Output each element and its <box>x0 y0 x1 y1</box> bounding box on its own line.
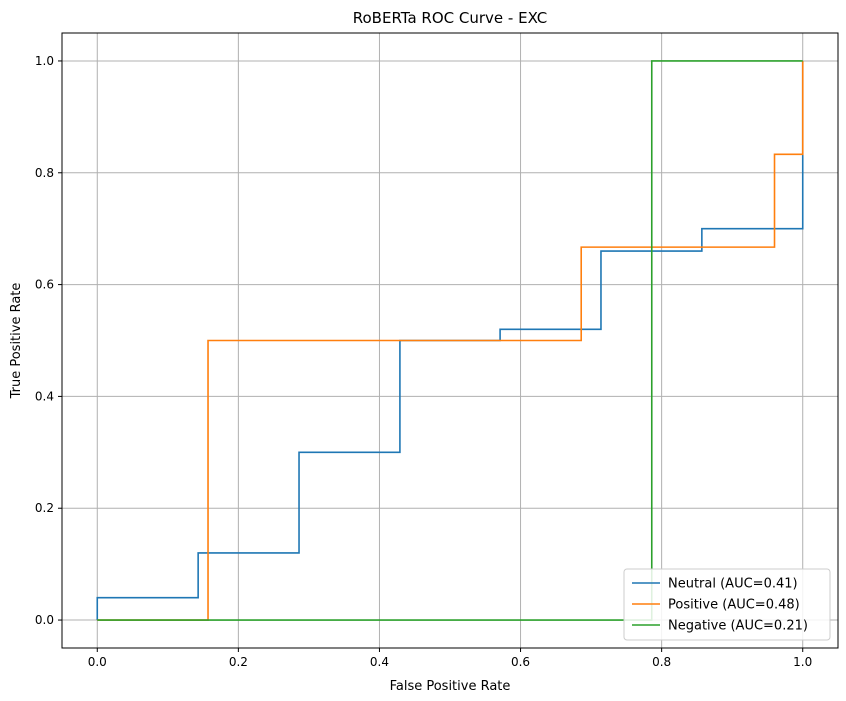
x-axis-ticks: 0.0 0.2 0.4 0.6 0.8 1.0 <box>88 648 812 669</box>
x-axis-label: False Positive Rate <box>390 679 511 694</box>
y-tick-label: 0.0 <box>35 613 54 627</box>
x-tick-label: 0.0 <box>88 655 107 669</box>
x-tick-label: 0.6 <box>511 655 530 669</box>
y-tick-label: 1.0 <box>35 54 54 68</box>
series-line-negative <box>97 60 803 621</box>
series-line-positive <box>97 60 804 621</box>
y-tick-label: 0.4 <box>35 389 54 403</box>
plot-frame <box>61 32 839 649</box>
legend-box <box>623 568 831 641</box>
x-tick-label: 0.2 <box>229 655 248 669</box>
y-tick-label: 0.6 <box>35 278 54 292</box>
legend: Neutral (AUC=0.41) Positive (AUC=0.48) Neg… <box>623 568 831 641</box>
legend-label: Neutral (AUC=0.41) <box>668 577 798 592</box>
x-tick-label: 0.8 <box>652 655 671 669</box>
series-group <box>96 60 804 621</box>
y-axis-label: True Positive Rate <box>9 283 24 400</box>
y-tick-label: 0.2 <box>35 501 54 515</box>
y-axis-ticks: 0.0 0.2 0.4 0.6 0.8 1.0 <box>35 54 62 627</box>
y-tick-label: 0.8 <box>35 166 54 180</box>
x-tick-label: 1.0 <box>793 655 812 669</box>
x-tick-label: 0.4 <box>370 655 389 669</box>
legend-label: Negative (AUC=0.21) <box>668 619 808 634</box>
legend-label: Positive (AUC=0.48) <box>668 598 800 613</box>
chart-title: RoBERTa ROC Curve - EXC <box>353 9 547 27</box>
